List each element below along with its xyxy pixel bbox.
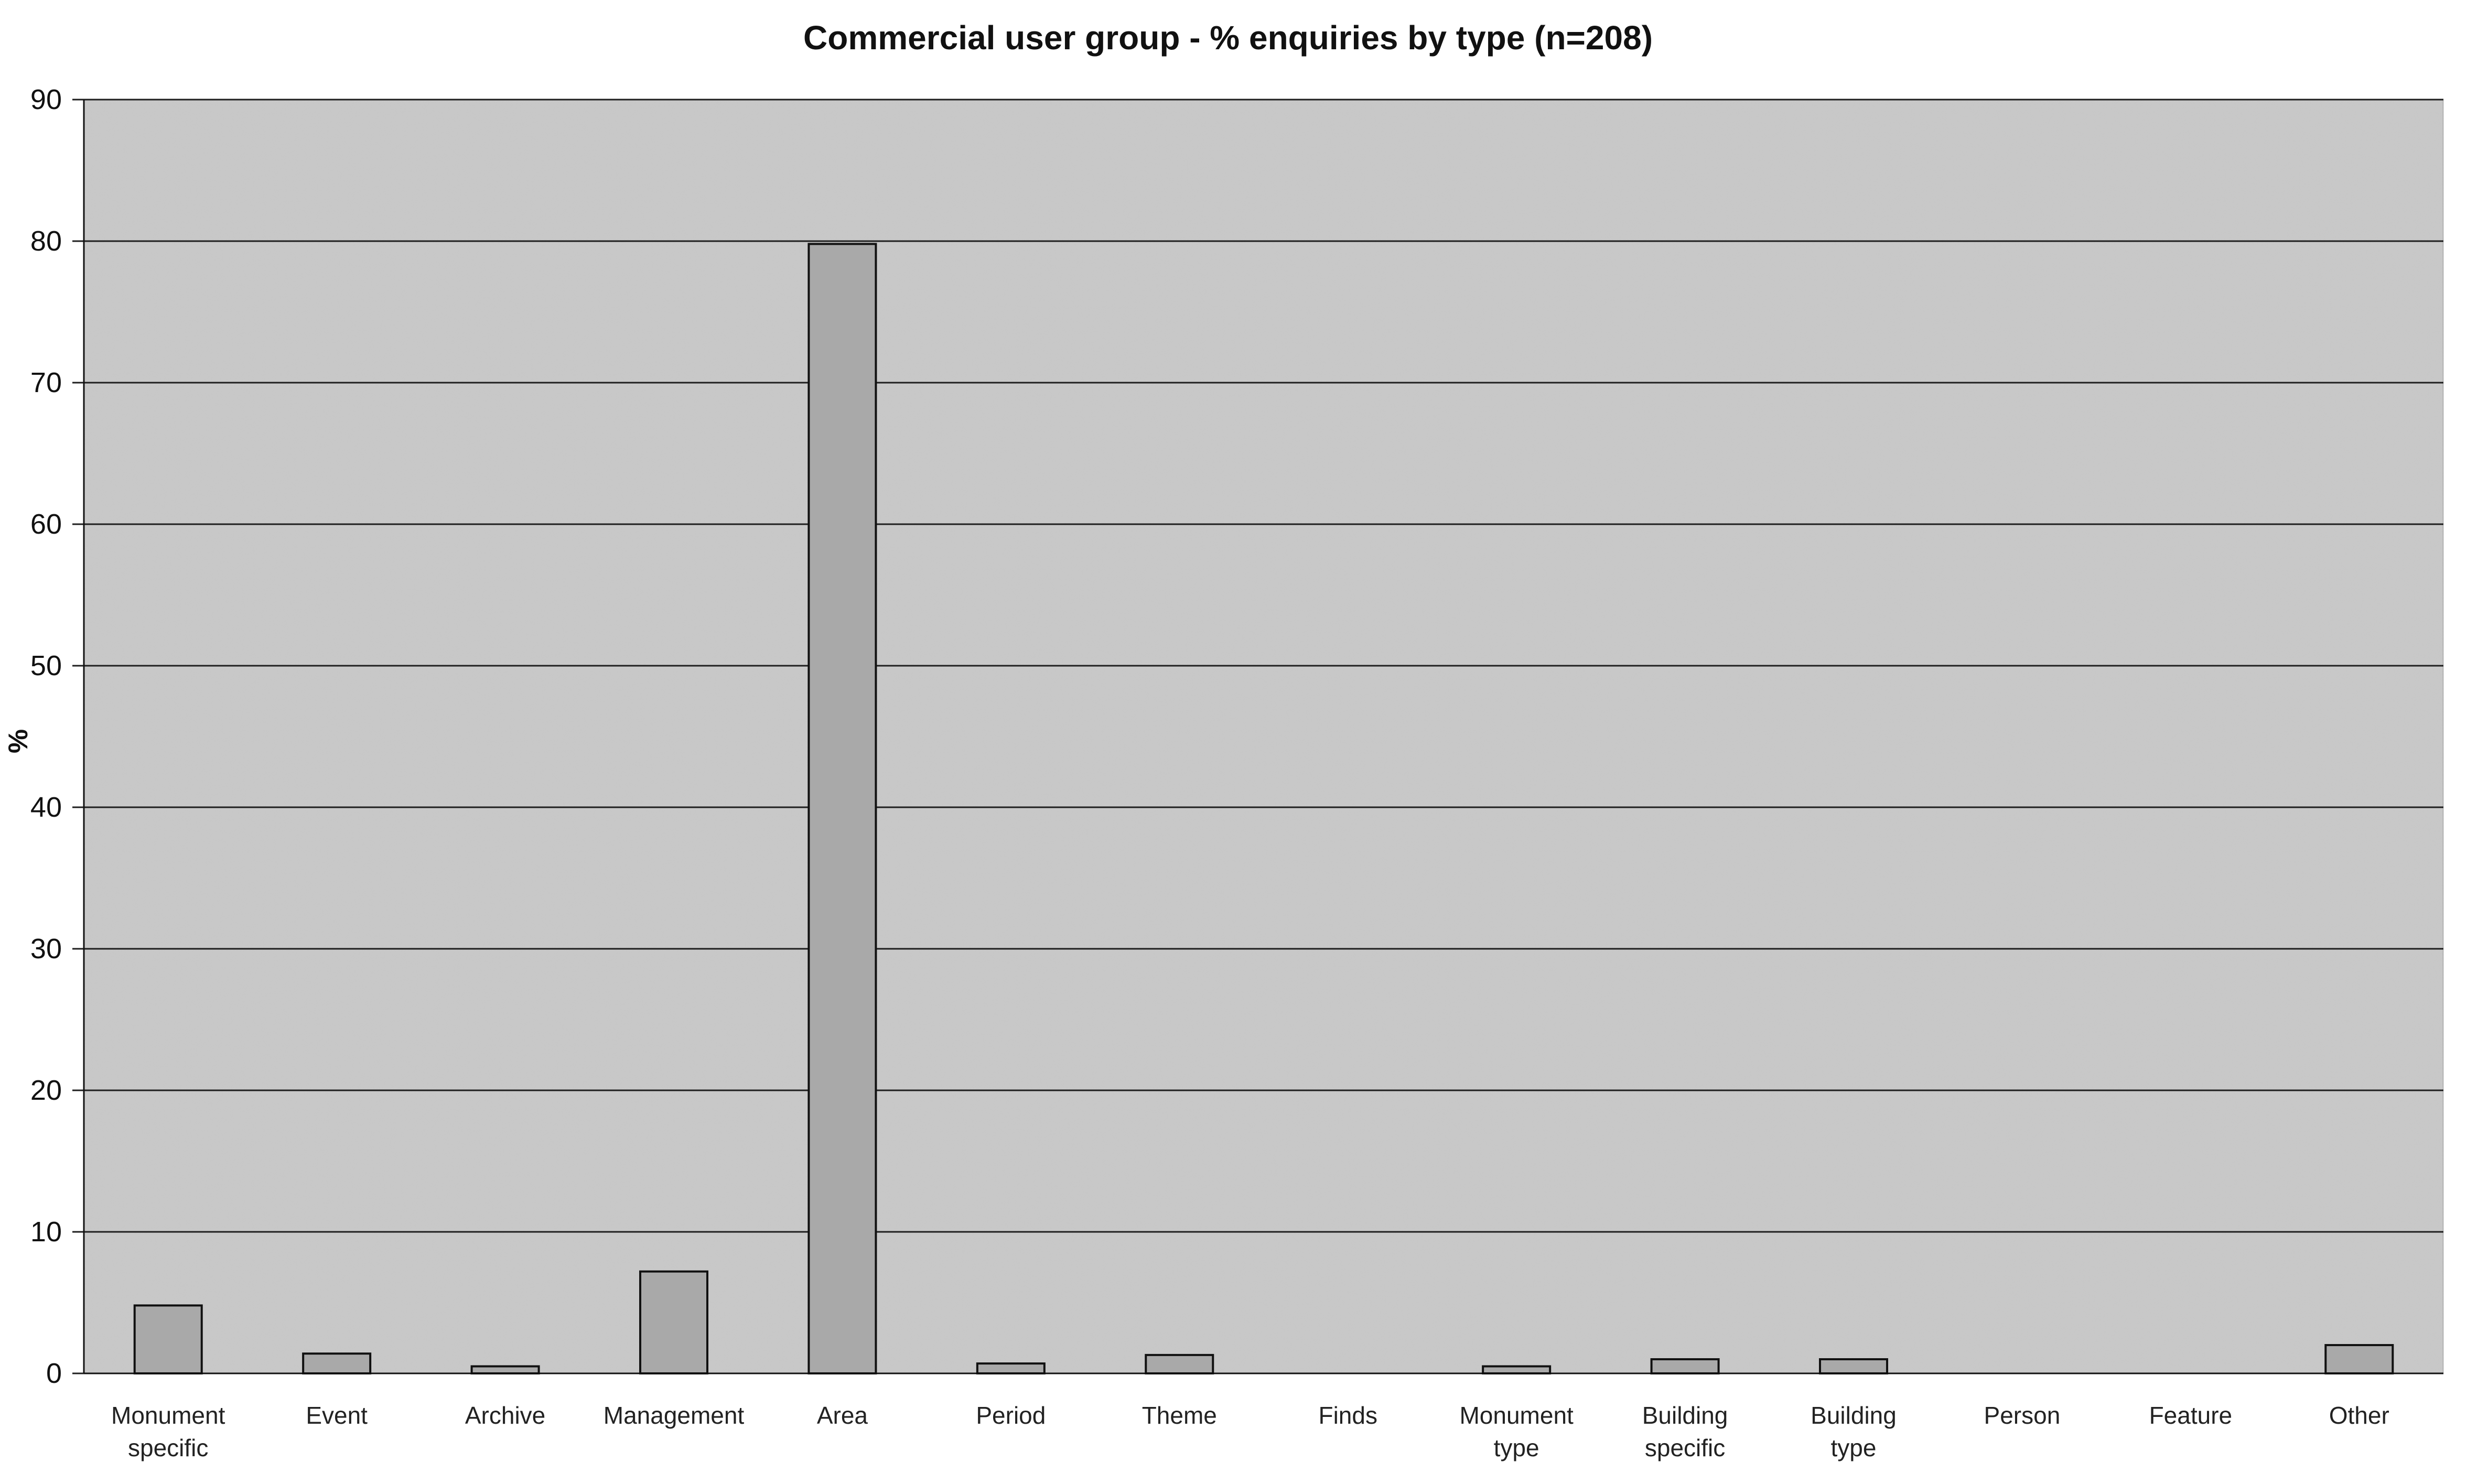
x-tick-label: Finds <box>1318 1402 1377 1429</box>
bar <box>1819 1358 1888 1374</box>
x-tick-label: Building type <box>1811 1402 1897 1461</box>
x-tick-label: Monument type <box>1459 1402 1574 1461</box>
x-tick-label: Person <box>1984 1402 2061 1429</box>
y-tick-label: 80 <box>30 225 62 257</box>
x-tick-label: Management <box>604 1402 745 1429</box>
bar <box>470 1365 540 1374</box>
y-tick-label: 20 <box>30 1075 62 1106</box>
bar <box>976 1362 1046 1375</box>
x-tick-label: Other <box>2329 1402 2389 1429</box>
bar <box>302 1352 372 1374</box>
y-tick-label: 30 <box>30 933 62 965</box>
plot-area <box>83 99 2444 1374</box>
x-tick-label: Period <box>976 1402 1046 1429</box>
x-axis-ticks: Monument specific Event Archive Management Ar… <box>111 1402 2389 1461</box>
y-tick-label: 0 <box>46 1358 62 1389</box>
y-tick-label: 40 <box>30 792 62 823</box>
bar <box>2324 1344 2394 1374</box>
x-tick-label: Archive <box>465 1402 545 1429</box>
y-tick-label: 90 <box>30 84 62 115</box>
x-tick-label: Feature <box>2149 1402 2233 1429</box>
bar <box>133 1304 203 1374</box>
x-tick-label: Area <box>817 1402 868 1429</box>
y-tick-label: 10 <box>30 1216 62 1248</box>
bar <box>1650 1358 1720 1374</box>
bar <box>807 243 877 1375</box>
y-tick-label: 50 <box>30 650 62 681</box>
gridlines <box>84 99 2443 1233</box>
chart-title: Commercial user group - % enquiries by t… <box>803 19 1653 57</box>
x-tick-label: Event <box>306 1402 368 1429</box>
bar <box>1482 1365 1552 1374</box>
bar <box>639 1270 708 1375</box>
bars <box>133 243 2394 1375</box>
x-tick-label: Building specific <box>1642 1402 1728 1461</box>
y-axis-title: % <box>3 729 34 753</box>
x-tick-label: Theme <box>1142 1402 1217 1429</box>
y-tick-label: 60 <box>30 508 62 540</box>
bar <box>1145 1353 1214 1374</box>
y-tick-label: 70 <box>30 367 62 398</box>
x-tick-label: Monument specific <box>111 1402 225 1461</box>
y-axis-ticks: 0 10 20 30 40 50 60 70 80 90 <box>30 84 84 1389</box>
